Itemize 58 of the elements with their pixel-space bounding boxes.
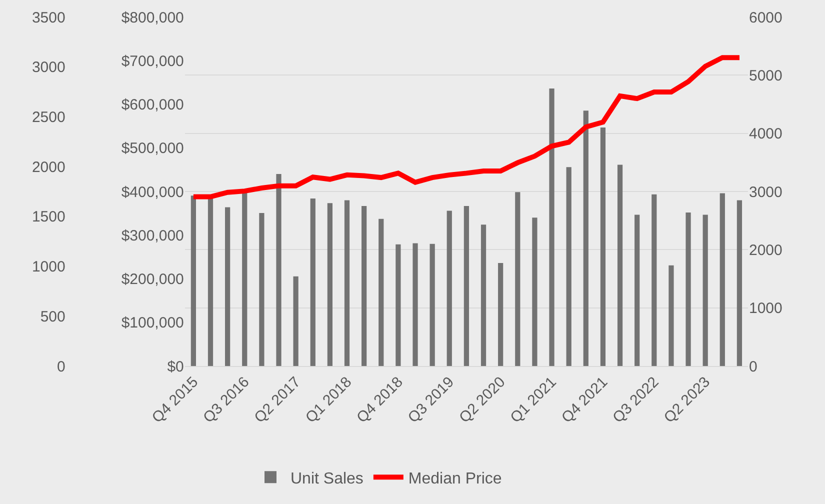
- y2-tick-label: $500,000: [121, 140, 184, 158]
- y-tick-label: 4000: [749, 126, 782, 143]
- bar: [378, 218, 384, 366]
- bar: [532, 218, 538, 366]
- bar: [362, 206, 367, 366]
- y3-tick-label: 3000: [32, 59, 66, 76]
- y2-tick-label: $700,000: [121, 52, 184, 70]
- bar: [652, 194, 657, 366]
- y3-tick-label: 1500: [32, 208, 66, 226]
- y3-tick-label: 1000: [32, 258, 66, 276]
- y2-tick-label: $100,000: [121, 314, 184, 332]
- bar: [668, 265, 674, 366]
- bar: [225, 207, 230, 366]
- y3-tick-label: 500: [40, 308, 66, 326]
- y2-tick-label: $0: [167, 358, 184, 376]
- bar: [498, 263, 504, 366]
- bar: [293, 276, 298, 366]
- y-tick-label: 2000: [749, 242, 782, 259]
- bar: [412, 243, 418, 366]
- bar: [190, 196, 196, 366]
- y2-tick-label: $200,000: [121, 271, 184, 288]
- legend-label: Unit Sales: [290, 470, 364, 488]
- bar: [344, 200, 350, 366]
- y3-tick-label: 3500: [32, 9, 66, 26]
- bar: [480, 224, 486, 366]
- y2-tick-label: $400,000: [121, 184, 184, 201]
- bar: [720, 193, 725, 366]
- y2-tick-label: $300,000: [121, 227, 184, 244]
- bar: [327, 203, 333, 366]
- bar: [515, 192, 520, 366]
- bar: [634, 214, 640, 366]
- y2-tick-label: $800,000: [121, 9, 184, 26]
- bar: [430, 244, 435, 366]
- bar: [566, 167, 572, 366]
- y-tick-label: 3000: [749, 184, 782, 201]
- y-tick-label: 6000: [749, 9, 782, 26]
- y-tick-label: 1000: [749, 300, 782, 318]
- bar: [396, 244, 401, 366]
- bar: [242, 192, 248, 366]
- y3-tick-label: 0: [57, 358, 66, 376]
- bar: [617, 164, 623, 366]
- y3-tick-label: 2000: [32, 158, 66, 176]
- bar: [310, 198, 316, 366]
- bar: [464, 206, 470, 366]
- bar: [583, 110, 588, 366]
- y-tick-label: 0: [749, 358, 758, 376]
- bar: [276, 174, 282, 366]
- y2-tick-label: $600,000: [121, 96, 184, 114]
- bar: [600, 128, 606, 366]
- y-tick-label: 5000: [749, 67, 782, 84]
- bar: [549, 88, 554, 366]
- bar: [686, 212, 691, 366]
- y3-tick-label: 2500: [32, 108, 66, 126]
- bar: [702, 214, 708, 366]
- bar: [446, 210, 452, 366]
- legend-label: Median Price: [408, 470, 502, 488]
- bar: [259, 213, 264, 366]
- bar: [736, 200, 742, 366]
